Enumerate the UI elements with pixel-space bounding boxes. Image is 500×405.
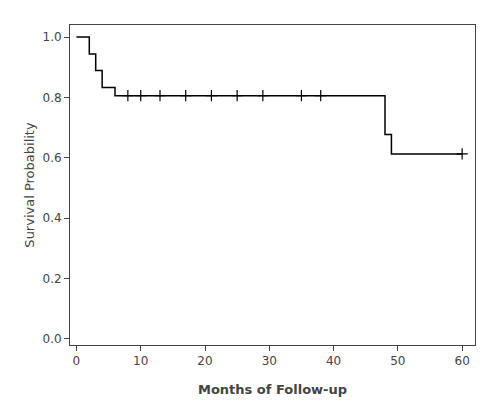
- svg-text:1.0: 1.0: [43, 30, 62, 44]
- svg-text:0.8: 0.8: [43, 91, 62, 105]
- svg-text:20: 20: [197, 354, 212, 368]
- svg-text:Months of Follow-up: Months of Follow-up: [198, 382, 347, 397]
- svg-text:50: 50: [390, 354, 405, 368]
- svg-text:10: 10: [133, 354, 148, 368]
- svg-text:30: 30: [262, 354, 277, 368]
- svg-text:0.0: 0.0: [43, 332, 62, 346]
- svg-text:Survival Probability: Survival Probability: [22, 122, 37, 248]
- svg-text:0.2: 0.2: [43, 272, 62, 286]
- svg-text:40: 40: [326, 354, 341, 368]
- svg-text:0: 0: [73, 354, 81, 368]
- svg-text:0.6: 0.6: [43, 151, 62, 165]
- svg-text:60: 60: [454, 354, 469, 368]
- svg-text:0.4: 0.4: [43, 211, 62, 225]
